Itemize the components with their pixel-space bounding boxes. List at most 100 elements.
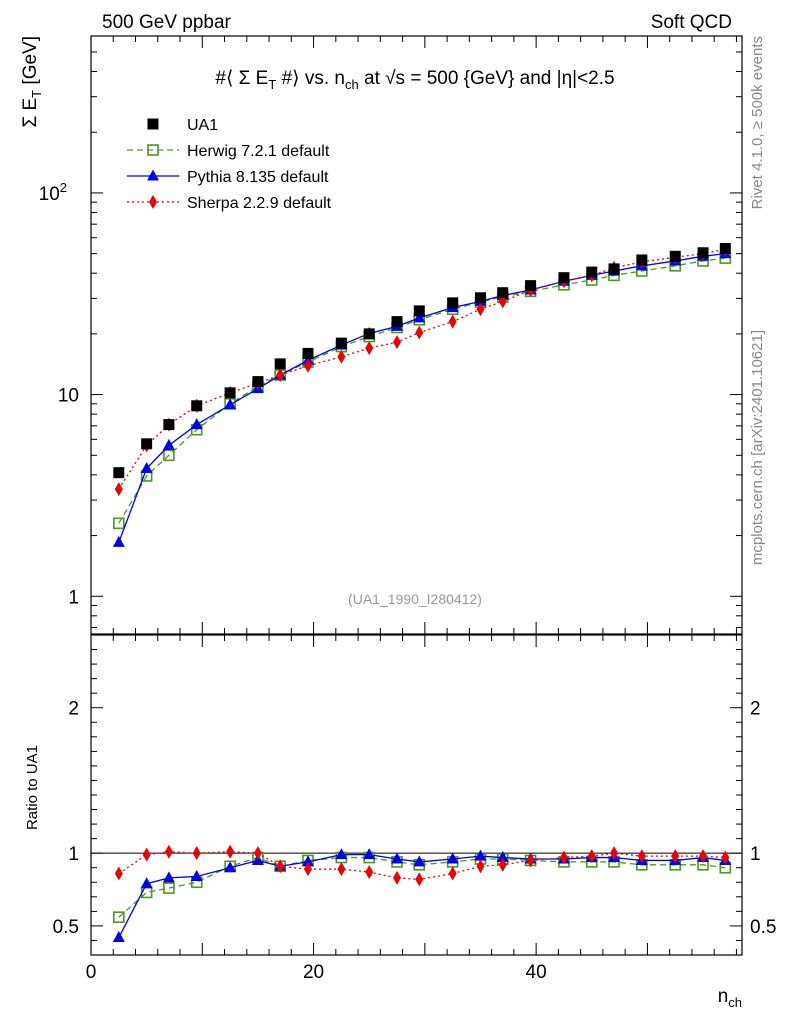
ratio-plot-frame	[90, 634, 743, 956]
pythia-ratio-point	[496, 851, 509, 863]
y-tick-label-main: 102	[39, 180, 67, 205]
main-plot-series	[112, 242, 732, 547]
sherpa-ratio-point	[448, 866, 457, 881]
legend-sherpa-marker	[149, 195, 157, 209]
ua1-point	[525, 280, 537, 292]
sherpa-ratio-point	[476, 859, 485, 874]
sherpa-point	[276, 368, 285, 383]
pythia-ratio-point	[140, 877, 153, 889]
pythia-ratio-point	[335, 848, 348, 860]
ua1-point	[636, 254, 648, 266]
ua1-point	[586, 266, 598, 278]
sherpa-ratio-point	[253, 846, 262, 861]
sherpa-point	[415, 325, 424, 340]
sherpa-ratio-point	[142, 847, 151, 862]
sherpa-ratio-point	[559, 850, 568, 865]
legend-ua1-label: UA1	[187, 117, 218, 134]
y-axis-label-ratio: Ratio to UA1	[24, 745, 41, 830]
sherpa-ratio-point	[671, 849, 680, 864]
y-axis-label-main: Σ ET [GeV]	[20, 36, 44, 128]
ua1-point	[252, 376, 264, 388]
herwig-ratio-point	[113, 911, 125, 923]
y-tick-label-ratio: 2	[68, 699, 79, 720]
pythia-point	[112, 535, 125, 547]
ua1-point	[413, 305, 425, 317]
ua1-point	[697, 247, 709, 259]
pythia-ratio-point	[474, 849, 487, 861]
pythia-ratio-point	[190, 869, 203, 881]
analysis-watermark: (UA1_1990_I280412)	[348, 591, 482, 607]
x-tick-label: 40	[526, 962, 547, 983]
sherpa-point	[114, 482, 123, 497]
pythia-line-main	[118, 252, 726, 543]
chart-title: #⟨ Σ ET #⟩ vs. nch at √s = 500 {GeV} and…	[215, 68, 614, 92]
pythia-ratio-point	[413, 855, 426, 867]
pythia-point	[140, 462, 153, 474]
sherpa-ratio-point	[587, 849, 596, 864]
sherpa-ratio-point	[304, 862, 312, 877]
header-right: Soft QCD	[651, 12, 732, 33]
ua1-point	[274, 358, 286, 370]
pythia-ratio-point	[162, 871, 175, 883]
herwig-point	[113, 517, 125, 530]
header-left: 500 GeV ppbar	[102, 12, 232, 33]
ua1-point	[302, 347, 314, 359]
sherpa-ratio-point	[610, 846, 619, 861]
legend-pythia-marker	[147, 169, 159, 181]
pythia-ratio-point	[224, 861, 237, 873]
ua1-point	[163, 419, 175, 431]
sherpa-ratio-point	[114, 866, 123, 881]
pythia-ratio-point	[391, 852, 404, 864]
y-tick-label-ratio-right: 2	[750, 699, 761, 720]
y-tick-label-ratio-right: 1	[750, 844, 761, 865]
sherpa-ratio-point	[721, 850, 730, 865]
sherpa-point	[337, 349, 346, 364]
ua1-point	[719, 243, 731, 255]
legend-sherpa-label: Sherpa 2.2.9 default	[187, 195, 332, 212]
sherpa-line-main	[118, 248, 726, 490]
herwig-point	[163, 449, 175, 462]
pythia-line-ratio	[118, 853, 726, 938]
ratio-axis-ticks	[90, 634, 742, 956]
legend-pythia-label: Pythia 8.135 default	[187, 169, 329, 186]
ua1-point	[335, 337, 347, 349]
legend-ua1-marker	[147, 118, 159, 130]
sherpa-ratio-point	[699, 849, 708, 864]
ua1-point	[391, 316, 403, 328]
rivet-label: Rivet 4.1.0, ≥ 500k events	[749, 36, 766, 209]
sherpa-point	[365, 341, 374, 356]
x-tick-label: 20	[303, 962, 324, 983]
y-tick-label-ratio: 1	[68, 844, 79, 865]
sherpa-point	[448, 314, 457, 329]
pythia-ratio-point	[446, 852, 459, 864]
sherpa-ratio-point	[276, 859, 285, 874]
sherpa-point	[304, 358, 312, 373]
ua1-point	[447, 297, 459, 309]
herwig-line-main	[118, 257, 726, 524]
pythia-ratio-point	[302, 855, 314, 867]
sherpa-ratio-point	[226, 844, 235, 859]
sherpa-ratio-point	[498, 857, 507, 872]
pythia-point	[224, 398, 237, 410]
y-tick-label-ratio: 0.5	[53, 917, 79, 938]
ua1-point	[558, 272, 570, 284]
legend-herwig-label: Herwig 7.2.1 default	[187, 143, 330, 160]
legend-herwig-marker	[147, 144, 159, 156]
y-tick-label-ratio-right: 0.5	[750, 917, 776, 938]
ua1-point	[191, 400, 203, 412]
pythia-point	[162, 438, 175, 450]
sherpa-ratio-point	[164, 844, 173, 859]
sherpa-ratio-point	[192, 846, 201, 861]
pythia-point	[413, 311, 426, 323]
y-tick-label-main: 1	[68, 587, 79, 608]
mcplots-label: mcplots.cern.ch [arXiv:2401.10621]	[749, 330, 766, 565]
ua1-point	[497, 287, 509, 299]
ua1-point	[608, 263, 620, 275]
herwig-line-ratio	[118, 856, 726, 918]
ua1-point	[474, 292, 486, 304]
sherpa-ratio-point	[637, 849, 646, 864]
pythia-ratio-point	[112, 931, 125, 943]
pythia-point	[190, 418, 203, 430]
sherpa-ratio-point	[365, 865, 374, 880]
